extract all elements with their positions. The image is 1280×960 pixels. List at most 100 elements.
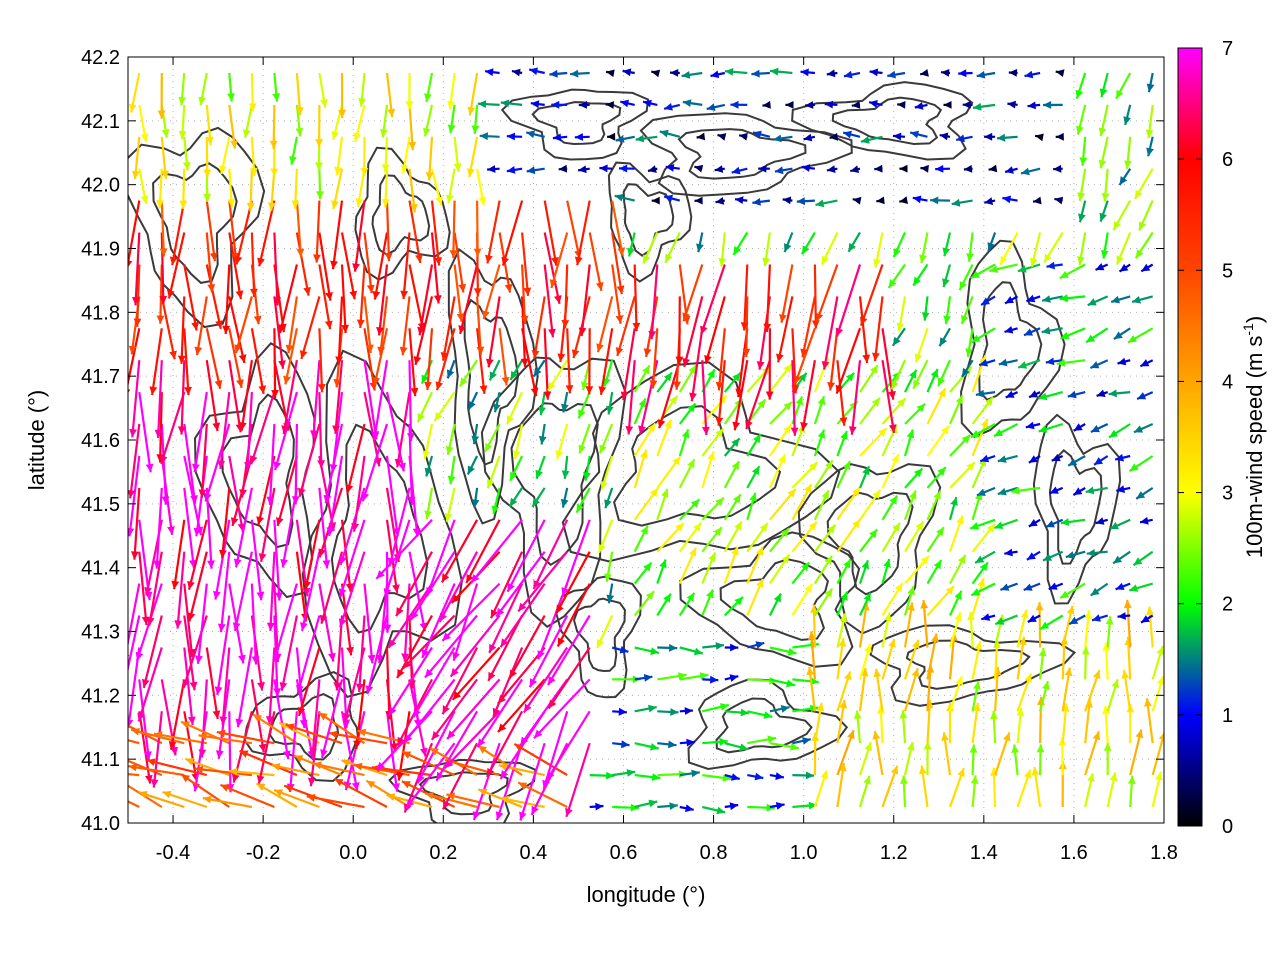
wind-vector-shaft — [561, 519, 591, 597]
wind-vector-shaft — [359, 264, 366, 328]
wind-vector-shaft — [133, 487, 141, 560]
wind-vector-head — [424, 93, 432, 102]
wind-vector — [891, 327, 906, 347]
contour-line — [500, 88, 650, 161]
wind-vector — [424, 455, 434, 477]
wind-vector-head — [351, 523, 359, 532]
wind-vector-head — [638, 425, 646, 435]
wind-vector — [836, 591, 849, 616]
wind-vector-shaft — [183, 264, 198, 331]
wind-vector — [543, 200, 559, 266]
wind-vector-shaft — [550, 232, 569, 289]
wind-vector-head — [651, 773, 661, 781]
wind-vector-head — [1073, 423, 1083, 431]
wind-vector — [486, 296, 501, 368]
wind-vector-head — [317, 384, 326, 393]
wind-vector — [177, 360, 186, 435]
wind-vector — [813, 459, 834, 489]
wind-vector — [852, 196, 862, 205]
wind-vector-head — [827, 524, 836, 534]
wind-vector — [920, 600, 929, 648]
wind-vector-head — [529, 678, 538, 688]
contour-line — [531, 101, 622, 146]
wind-vector-head — [219, 549, 227, 559]
wind-vector-shaft — [881, 360, 896, 434]
wind-vector — [612, 803, 639, 812]
wind-vector — [803, 133, 816, 142]
wind-vector — [447, 104, 456, 134]
wind-vector — [408, 200, 423, 264]
wind-vector-shaft — [287, 296, 298, 354]
wind-vector — [1134, 168, 1154, 200]
wind-vector — [244, 392, 253, 471]
wind-vector-shaft — [228, 455, 244, 532]
wind-vector-head — [817, 396, 826, 406]
wind-vector — [1059, 263, 1086, 280]
wind-vector — [1124, 136, 1132, 169]
wind-vector — [399, 296, 411, 356]
wind-vector-head — [357, 728, 367, 737]
wind-vector-head — [212, 710, 221, 719]
wind-vector-head — [291, 496, 300, 505]
wind-vector-shaft — [435, 327, 456, 391]
wind-vector-head — [959, 281, 967, 291]
wind-vector-shaft — [340, 711, 359, 792]
wind-vector-head — [332, 425, 340, 434]
wind-vector — [881, 638, 896, 680]
wind-vector-head — [956, 134, 965, 143]
wind-vector — [724, 643, 739, 652]
wind-vector — [718, 232, 727, 267]
wind-vector-head — [500, 638, 509, 648]
wind-vector-shaft — [136, 264, 141, 327]
wind-vector-head — [1067, 390, 1077, 399]
wind-vector — [827, 328, 839, 391]
wind-vector — [141, 615, 163, 689]
wind-vector — [146, 551, 163, 626]
wind-vector-head — [214, 380, 223, 389]
wind-vector-shaft — [765, 264, 771, 332]
wind-vector-shaft — [250, 328, 265, 395]
colorbar-tick-label: 0 — [1222, 816, 1233, 838]
wind-vector-shaft — [780, 264, 794, 323]
wind-vector-head — [230, 140, 238, 149]
wind-vector — [984, 132, 996, 141]
wind-vector-head — [669, 643, 678, 652]
wind-vector-head — [839, 763, 847, 772]
wind-vector — [701, 526, 723, 553]
wind-vector — [396, 711, 411, 781]
wind-vector — [970, 775, 979, 808]
wind-vector-head — [970, 270, 980, 279]
wind-vector-head — [648, 704, 657, 713]
wind-vector-head — [242, 129, 251, 138]
wind-vector-head — [730, 643, 739, 652]
wind-vector — [285, 296, 298, 354]
wind-vector-head — [848, 242, 856, 252]
wind-vector — [682, 296, 704, 368]
wind-vector — [876, 196, 885, 205]
wind-vector — [912, 359, 929, 390]
wind-vector — [408, 328, 419, 397]
wind-vector-shaft — [543, 328, 549, 400]
wind-vector-head — [756, 579, 764, 588]
wind-vector — [1028, 455, 1041, 464]
wind-vector — [1115, 582, 1131, 591]
wind-vector — [159, 200, 168, 257]
wind-vector — [128, 615, 141, 673]
wind-vector-shaft — [128, 455, 141, 537]
wind-vector-head — [843, 130, 852, 139]
wind-vector — [773, 134, 793, 143]
wind-vector — [446, 168, 456, 204]
wind-vector — [446, 792, 500, 809]
wind-vector — [747, 641, 765, 649]
wind-vector-head — [710, 675, 719, 684]
wind-vector-head — [939, 337, 948, 347]
wind-vector-head — [446, 792, 456, 801]
wind-vector — [338, 519, 366, 598]
wind-vector-head — [974, 641, 983, 651]
wind-vector-head — [471, 499, 480, 508]
wind-vector-head — [1005, 296, 1014, 304]
wind-vector — [791, 461, 819, 489]
wind-vector — [278, 264, 298, 334]
wind-vector-shaft — [258, 200, 276, 267]
wind-vector-head — [1041, 326, 1051, 335]
